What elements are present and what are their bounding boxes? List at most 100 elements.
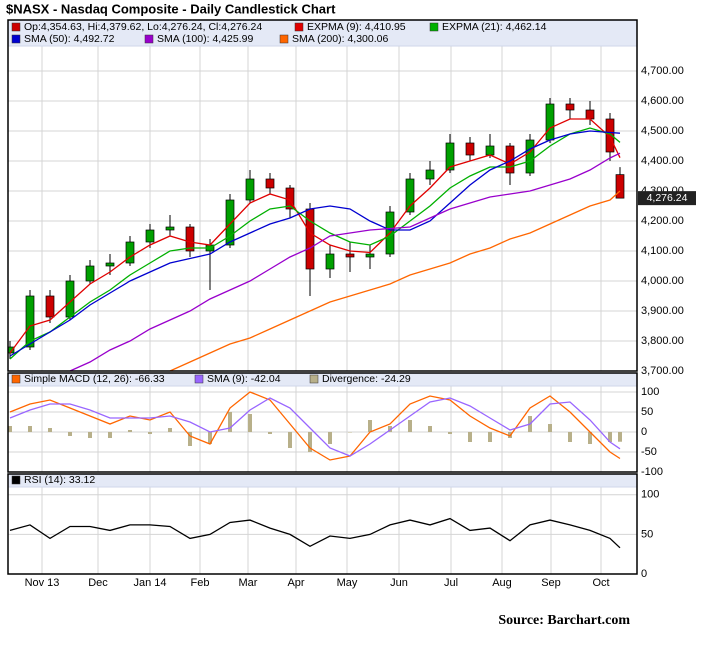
legend-swatch xyxy=(144,34,154,44)
legend-swatch xyxy=(11,22,21,32)
x-tick-label: May xyxy=(337,577,358,589)
legend-band xyxy=(8,474,637,487)
legend-label: Simple MACD (12, 26): -66.33 xyxy=(24,373,165,385)
candle-body xyxy=(165,226,175,231)
divergence-bar xyxy=(328,432,332,444)
divergence-bar xyxy=(548,424,552,432)
divergence-bar xyxy=(188,432,192,446)
y-tick-label: -50 xyxy=(641,446,657,458)
divergence-bar xyxy=(88,432,92,438)
y-tick-label: -100 xyxy=(641,466,663,478)
x-tick-label: Nov 13 xyxy=(25,577,60,589)
y-tick-label: 3,700.00 xyxy=(641,365,684,377)
candle-body xyxy=(125,241,135,264)
y-tick-label: 4,700.00 xyxy=(641,65,684,77)
panel-frame xyxy=(7,19,638,372)
legend-label: RSI (14): 33.12 xyxy=(24,474,95,486)
candle-body xyxy=(565,103,575,111)
legend-label: SMA (200): 4,300.06 xyxy=(292,33,388,45)
divergence-bar xyxy=(388,426,392,432)
legend-swatch xyxy=(11,475,21,485)
candle-body xyxy=(45,295,55,318)
divergence-bar xyxy=(408,420,412,432)
x-tick-label: Sep xyxy=(541,577,561,589)
legend-label: Op:4,354.63, Hi:4,379.62, Lo:4,276.24, C… xyxy=(24,21,262,33)
y-tick-label: 4,500.00 xyxy=(641,125,684,137)
divergence-bar xyxy=(568,432,572,442)
x-tick-label: Feb xyxy=(191,577,210,589)
legend-swatch xyxy=(279,34,289,44)
y-tick-label: 100 xyxy=(641,386,659,398)
candle-body xyxy=(105,262,115,267)
divergence-bar xyxy=(68,432,72,436)
legend-band xyxy=(8,373,637,386)
plot xyxy=(9,517,621,549)
candle-body xyxy=(585,109,595,120)
y-tick-label: 4,100.00 xyxy=(641,245,684,257)
legend-label: SMA (9): -42.04 xyxy=(207,373,281,385)
divergence-bar xyxy=(8,426,12,432)
legend-label: EXPMA (9): 4,410.95 xyxy=(307,21,406,33)
y-tick-label: 50 xyxy=(641,406,653,418)
legend-label: Divergence: -24.29 xyxy=(322,373,411,385)
divergence-bar xyxy=(148,432,152,434)
divergence-bar xyxy=(208,432,212,444)
y-tick-label: 100 xyxy=(641,489,659,501)
series-line xyxy=(169,190,621,371)
candle-body xyxy=(305,208,315,270)
x-tick-label: Apr xyxy=(287,577,304,589)
series-line xyxy=(9,391,621,461)
divergence-bar xyxy=(168,428,172,432)
y-tick-label: 0 xyxy=(641,426,647,438)
series-line xyxy=(9,397,621,457)
y-tick-label: 3,900.00 xyxy=(641,305,684,317)
y-tick-label: 4,600.00 xyxy=(641,95,684,107)
divergence-bar xyxy=(348,432,352,433)
series-line xyxy=(9,130,621,357)
divergence-bar xyxy=(608,432,612,442)
legend-label: EXPMA (21): 4,462.14 xyxy=(442,21,547,33)
legend-swatch xyxy=(309,374,319,384)
divergence-bar xyxy=(288,432,292,448)
candle-body xyxy=(445,142,455,171)
divergence-bar xyxy=(28,426,32,432)
legend-swatch xyxy=(194,374,204,384)
divergence-bar xyxy=(618,432,622,442)
y-tick-label: 50 xyxy=(641,528,653,540)
legend-swatch xyxy=(294,22,304,32)
panel-bg xyxy=(8,373,637,472)
x-tick-label: Dec xyxy=(88,577,108,589)
y-tick-label: 4,400.00 xyxy=(641,155,684,167)
candle-body xyxy=(265,178,275,189)
x-tick-label: Oct xyxy=(592,577,609,589)
x-tick-label: Mar xyxy=(239,577,258,589)
candle-body xyxy=(485,145,495,156)
legend-swatch xyxy=(11,34,21,44)
candle-body xyxy=(185,226,195,252)
candle-body xyxy=(425,169,435,180)
plot xyxy=(8,98,625,371)
candle-body xyxy=(225,199,235,246)
candle-body xyxy=(245,178,255,201)
last-price-box xyxy=(638,191,696,206)
x-tick-label: Jul xyxy=(444,577,458,589)
divergence-bar xyxy=(228,412,232,432)
divergence-bar xyxy=(368,420,372,432)
candle-body xyxy=(405,178,415,213)
y-tick-label: 0 xyxy=(641,568,647,580)
x-tick-label: Jun xyxy=(390,577,408,589)
candle-body xyxy=(345,253,355,258)
candle-body xyxy=(615,174,625,199)
divergence-bar xyxy=(268,432,272,434)
plot xyxy=(8,391,622,461)
candle-body xyxy=(465,142,475,156)
y-tick-label: 3,800.00 xyxy=(641,335,684,347)
chart-title: $NASX - Nasdaq Composite - Daily Candles… xyxy=(6,1,336,16)
candle-body xyxy=(545,103,555,141)
legend-label: SMA (50): 4,492.72 xyxy=(24,33,115,45)
legend-label: SMA (100): 4,425.99 xyxy=(157,33,253,45)
divergence-bar xyxy=(308,432,312,452)
candle-body xyxy=(505,145,515,174)
candle-body xyxy=(325,253,335,270)
